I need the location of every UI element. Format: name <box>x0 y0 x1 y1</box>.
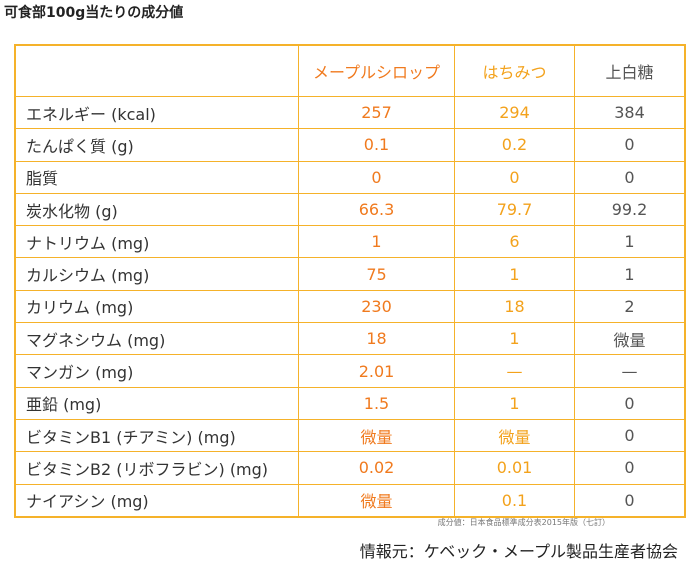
cell: — <box>574 354 686 388</box>
cell: 0 <box>574 418 686 453</box>
row: ナトリウム (mg) 1 6 1 <box>14 225 686 259</box>
row: カルシウム (mg) 75 1 1 <box>14 257 686 291</box>
row-label: ナトリウム (mg) <box>14 225 299 259</box>
cell: 0.01 <box>454 451 575 485</box>
row-label: エネルギー (kcal) <box>14 95 299 130</box>
nutrition-table: メープルシロップ はちみつ 上白糖 エネルギー (kcal) 257 294 384 たんぱく… <box>14 44 686 518</box>
row-label: 炭水化物 (g) <box>14 192 299 227</box>
row: 炭水化物 (g) 66.3 79.7 99.2 <box>14 192 686 227</box>
row: マグネシウム (mg) 18 1 微量 <box>14 322 686 356</box>
cell: 257 <box>298 95 455 130</box>
column-header: 上白糖 <box>574 44 686 97</box>
row: 亜鉛 (mg) 1.5 1 0 <box>14 386 686 420</box>
cell: 微量 <box>454 418 575 453</box>
row: たんぱく質 (g) 0.1 0.2 0 <box>14 128 686 162</box>
row: エネルギー (kcal) 257 294 384 <box>14 95 686 130</box>
cell: 0.1 <box>298 128 455 162</box>
cell: 294 <box>454 95 575 130</box>
cell: 1 <box>454 322 575 356</box>
column-header: はちみつ <box>454 44 575 97</box>
cell: 0 <box>574 160 686 194</box>
cell: 1 <box>574 225 686 259</box>
cell: 1 <box>298 225 455 259</box>
cell: 79.7 <box>454 192 575 227</box>
row-label: マンガン (mg) <box>14 354 299 388</box>
cell: 2 <box>574 289 686 324</box>
title: 可食部100g当たりの成分値 <box>4 5 184 21</box>
cell: 1 <box>454 386 575 420</box>
row-label: カルシウム (mg) <box>14 257 299 291</box>
row: ビタミンB2 (リボフラビン) (mg) 0.02 0.01 0 <box>14 451 686 485</box>
source: 情報元：ケベック・メープル製品生産者協会 <box>359 542 678 561</box>
cell: 384 <box>574 95 686 130</box>
cell: 微量 <box>298 483 455 518</box>
cell: 0 <box>454 160 575 194</box>
row-label: 脂質 <box>14 160 299 194</box>
cell: — <box>454 354 575 388</box>
row-label: カリウム (mg) <box>14 289 299 324</box>
cell: 75 <box>298 257 455 291</box>
row-label: 亜鉛 (mg) <box>14 386 299 420</box>
cell: 0.2 <box>454 128 575 162</box>
row-label: ビタミンB1 (チアミン) (mg) <box>14 418 299 453</box>
row-label: ビタミンB2 (リボフラビン) (mg) <box>14 451 299 485</box>
cell: 0 <box>574 483 686 518</box>
row: 脂質 0 0 0 <box>14 160 686 194</box>
column-header: メープルシロップ <box>298 44 455 97</box>
row-label: マグネシウム (mg) <box>14 322 299 356</box>
row-label: たんぱく質 (g) <box>14 128 299 162</box>
cell: 2.01 <box>298 354 455 388</box>
header-row: メープルシロップ はちみつ 上白糖 <box>14 44 686 97</box>
cell: 0.1 <box>454 483 575 518</box>
cell: 微量 <box>574 322 686 356</box>
row: マンガン (mg) 2.01— — <box>14 354 686 388</box>
cell: 微量 <box>298 418 455 453</box>
row: ビタミンB1 (チアミン) (mg) 微量 微量 0 <box>14 418 686 453</box>
cell: 18 <box>454 289 575 324</box>
row: ナイアシン (mg) 微量 0.1 0 <box>14 483 686 518</box>
cell: 0 <box>574 386 686 420</box>
note: 成分値：日本食品標準成分表2015年版（七訂） <box>437 518 610 527</box>
cell: 0 <box>298 160 455 194</box>
cell: 18 <box>298 322 455 356</box>
cell: 99.2 <box>574 192 686 227</box>
corner-cell <box>14 44 299 97</box>
cell: 1 <box>454 257 575 291</box>
cell: 6 <box>454 225 575 259</box>
cell: 0 <box>574 451 686 485</box>
cell: 1.5 <box>298 386 455 420</box>
cell: 230 <box>298 289 455 324</box>
cell: 0.02 <box>298 451 455 485</box>
cell: 0 <box>574 128 686 162</box>
cell: 1 <box>574 257 686 291</box>
cell: 66.3 <box>298 192 455 227</box>
row-label: ナイアシン (mg) <box>14 483 299 518</box>
row: カリウム (mg) 230 18 2 <box>14 289 686 324</box>
